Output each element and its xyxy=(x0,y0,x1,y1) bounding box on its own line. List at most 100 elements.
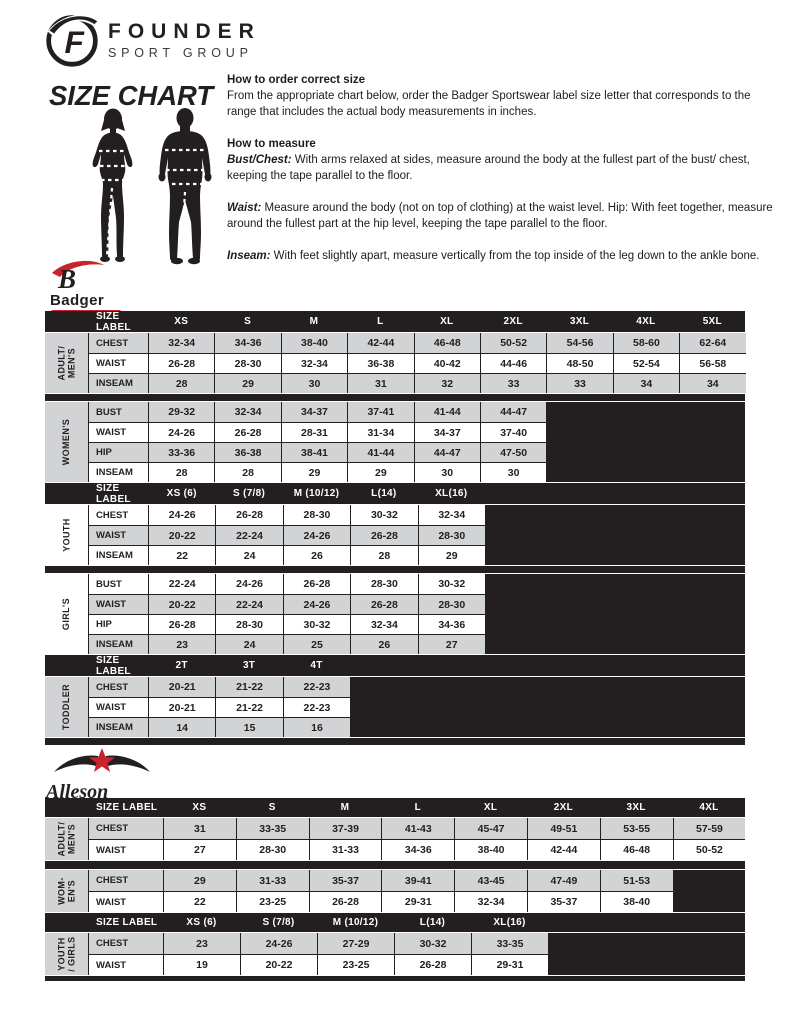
row-label: WAIST xyxy=(89,354,148,373)
badger-logo-name: Badger xyxy=(50,292,105,309)
value-cell: 46-48 xyxy=(599,840,673,860)
measure-bust-paragraph: Bust/Chest: With arms relaxed at sides, … xyxy=(227,152,775,184)
value-cell: 34 xyxy=(679,374,746,393)
value-cell: 20-22 xyxy=(148,595,216,614)
value-cell: 24-26 xyxy=(215,574,283,594)
size-header-cell: L(14) xyxy=(419,917,446,928)
value-cell: 23 xyxy=(148,635,216,654)
size-label-header-row: SIZE LABEL XS S M L XL 2XL 3XL 4XL 5XL xyxy=(45,311,745,333)
row-label: CHEST xyxy=(89,505,148,525)
measurement-row: CHEST 24-26 26-28 28-30 30-32 32-34 xyxy=(89,505,745,525)
size-section: ADULT/ MEN'S CHEST 32-34 34-36 38-40 42-44 46-… xyxy=(45,332,746,394)
value-cell: 26 xyxy=(350,635,418,654)
value-cell: 30 xyxy=(280,374,348,393)
value-cell: 30-32 xyxy=(350,505,418,525)
value-cell: 23 xyxy=(163,933,240,954)
row-label: HIP xyxy=(89,615,148,634)
value-cell: 26-28 xyxy=(308,892,382,912)
row-label: WAIST xyxy=(89,595,148,614)
table-section-divider xyxy=(45,861,745,869)
value-cell: 30-32 xyxy=(282,615,351,634)
size-header-cell: XS xyxy=(174,316,189,327)
value-cell: 38-40 xyxy=(599,892,673,912)
measurement-row: INSEAM 22 24 26 28 29 xyxy=(89,545,745,565)
value-cell: 26-28 xyxy=(215,505,283,525)
size-header-cell: 2XL xyxy=(503,316,523,327)
row-label: WAIST xyxy=(89,423,148,442)
value-cell: 37-39 xyxy=(308,818,382,839)
measurement-row: WAIST 24-26 26-28 28-31 31-34 34-37 37-40 xyxy=(89,422,745,442)
value-cell: 52-54 xyxy=(612,354,680,373)
row-label: BUST xyxy=(89,402,148,422)
size-header-cell: L(14) xyxy=(371,488,397,499)
size-header-cell: M xyxy=(309,316,319,327)
measurement-row: WAIST 22 23-25 26-28 29-31 32-34 35-37 38-40 xyxy=(89,891,745,912)
measurement-row: WAIST 19 20-22 23-25 26-28 29-31 xyxy=(89,954,745,975)
measurement-row: INSEAM 23 24 25 26 27 xyxy=(89,634,745,654)
value-cell: 34-36 xyxy=(417,615,485,634)
size-header-cell: M (10/12) xyxy=(332,917,379,928)
size-header-cell: L xyxy=(414,802,421,813)
row-label: INSEAM xyxy=(89,463,148,482)
value-cell: 14 xyxy=(148,718,216,737)
value-cell: 42-44 xyxy=(526,840,600,860)
size-header-cell: S xyxy=(244,316,252,327)
section-label: GIRL'S xyxy=(45,574,88,654)
value-cell: 31-33 xyxy=(235,870,309,891)
value-cell: 27 xyxy=(163,840,236,860)
value-cell: 32-34 xyxy=(454,892,527,912)
measurement-row: WAIST 27 28-30 31-33 34-36 38-40 42-44 46-48 50-… xyxy=(89,839,746,860)
row-label: INSEAM xyxy=(89,546,148,565)
row-label: HIP xyxy=(89,443,148,462)
value-cell: 41-43 xyxy=(381,818,455,839)
value-cell: 38-40 xyxy=(280,333,348,353)
value-cell: 26-28 xyxy=(282,574,351,594)
body-silhouettes-illustration xyxy=(92,108,212,265)
measurement-row: WAIST 20-22 22-24 24-26 26-28 28-30 xyxy=(89,525,745,545)
value-cell: 21-22 xyxy=(215,677,283,697)
value-cell: 32-34 xyxy=(350,615,418,634)
value-cell: 34-36 xyxy=(381,840,455,860)
value-cell: 28-30 xyxy=(215,615,283,634)
value-cell: 56-58 xyxy=(679,354,746,373)
measure-inseam-lead: Inseam: xyxy=(227,250,271,262)
value-cell: 42-44 xyxy=(347,333,414,353)
value-cell: 28-30 xyxy=(417,595,485,614)
value-cell: 50-52 xyxy=(672,840,746,860)
value-cell: 15 xyxy=(215,718,283,737)
measure-waist-lead: Waist: xyxy=(227,202,262,214)
founder-logo-letter: F xyxy=(65,24,86,60)
size-label-header-cell: SIZE LABEL xyxy=(96,917,158,928)
value-cell: 26-28 xyxy=(350,526,418,545)
value-cell: 37-40 xyxy=(479,423,547,442)
value-cell: 54-56 xyxy=(546,333,613,353)
value-cell: 45-47 xyxy=(454,818,527,839)
value-cell: 20-21 xyxy=(148,677,216,697)
value-cell: 49-51 xyxy=(526,818,600,839)
value-cell: 28 xyxy=(148,374,215,393)
size-header-cell: 4XL xyxy=(636,316,656,327)
value-cell: 20-22 xyxy=(148,526,216,545)
value-cell: 28-30 xyxy=(214,354,281,373)
value-cell: 53-55 xyxy=(599,818,673,839)
value-cell: 30-32 xyxy=(394,933,471,954)
value-cell: 35-37 xyxy=(308,870,382,891)
measurement-row: BUST 29-32 32-34 34-37 37-41 41-44 44-47 xyxy=(89,402,745,422)
row-label: BUST xyxy=(89,574,148,594)
size-section: GIRL'S BUST 22-24 24-26 26-28 28-30 30-32 WAIST… xyxy=(45,573,745,655)
value-cell: 48-50 xyxy=(546,354,613,373)
value-cell: 29 xyxy=(417,546,485,565)
svg-text:B: B xyxy=(57,264,76,290)
brand-name: FOUNDER xyxy=(108,20,261,43)
value-cell: 28-30 xyxy=(282,505,351,525)
size-label-header-row: SIZE LABEL XS S M L XL 2XL 3XL 4XL xyxy=(45,798,745,817)
value-cell: 47-49 xyxy=(526,870,600,891)
value-cell: 24-26 xyxy=(282,526,351,545)
value-cell: 26-28 xyxy=(394,955,471,975)
measurement-row: WAIST 26-28 28-30 32-34 36-38 40-42 44-46 48-50… xyxy=(89,353,746,373)
size-header-cell: 2T xyxy=(175,660,188,671)
measure-heading: How to measure xyxy=(227,138,316,150)
row-label: WAIST xyxy=(89,840,163,860)
value-cell: 26-28 xyxy=(214,423,281,442)
value-cell: 47-50 xyxy=(479,443,547,462)
